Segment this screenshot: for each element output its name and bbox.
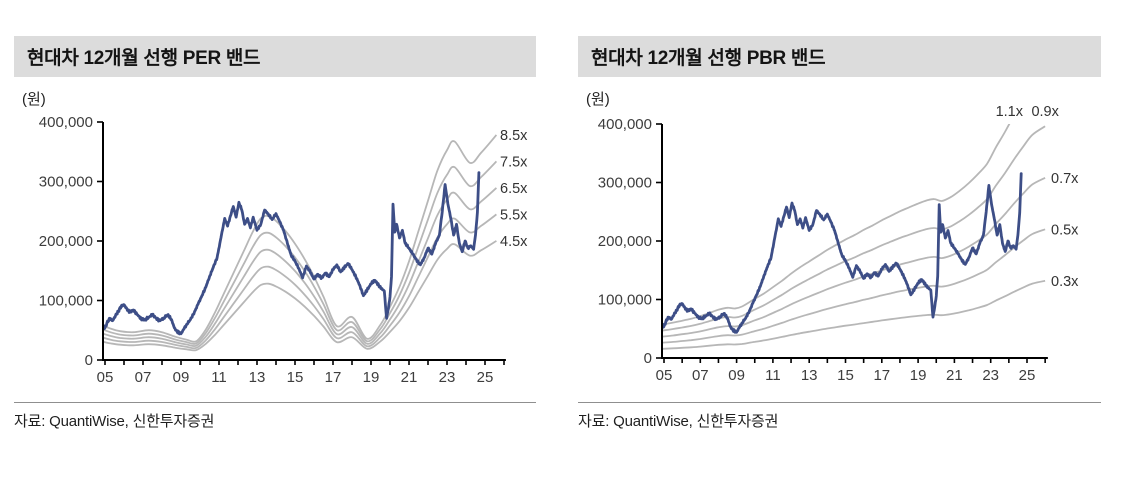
svg-text:5.5x: 5.5x — [500, 207, 528, 223]
svg-text:300,000: 300,000 — [39, 174, 93, 191]
svg-text:8.5x: 8.5x — [500, 128, 528, 144]
svg-text:400,000: 400,000 — [39, 114, 93, 131]
svg-text:0.7x: 0.7x — [1051, 171, 1079, 187]
svg-text:05: 05 — [656, 367, 673, 384]
svg-text:7.5x: 7.5x — [500, 154, 528, 170]
svg-text:0.9x: 0.9x — [1031, 104, 1059, 120]
svg-text:100,000: 100,000 — [598, 292, 652, 309]
svg-text:11: 11 — [765, 367, 781, 384]
svg-text:07: 07 — [135, 369, 152, 386]
pbr-band-chart: 0 100,000 200,000 300,000 400,000 05 07 09 11 13 1… — [586, 91, 1079, 384]
per-chart-title: 현대차 12개월 선행 PER 밴드 — [14, 36, 536, 77]
svg-text:17: 17 — [325, 369, 342, 386]
svg-text:15: 15 — [837, 367, 854, 384]
svg-text:0.3x: 0.3x — [1051, 274, 1079, 290]
svg-text:200,000: 200,000 — [39, 233, 93, 250]
pbr-chart-title: 현대차 12개월 선행 PBR 밴드 — [578, 36, 1101, 77]
svg-text:19: 19 — [363, 369, 380, 386]
svg-text:09: 09 — [728, 367, 745, 384]
svg-text:25: 25 — [1019, 367, 1036, 384]
per-chart-panel: 현대차 12개월 선행 PER 밴드 0 100,000 200,000 300,00… — [14, 36, 536, 431]
svg-text:400,000: 400,000 — [598, 116, 652, 133]
svg-text:6.5x: 6.5x — [500, 181, 528, 197]
svg-text:(원): (원) — [22, 91, 46, 108]
svg-text:100,000: 100,000 — [39, 293, 93, 310]
pbr-chart-panel: 현대차 12개월 선행 PBR 밴드 0 100,000 200,000 300,00… — [578, 36, 1101, 431]
pbr-chart-source: 자료: QuantiWise, 신한투자증권 — [578, 402, 1101, 431]
svg-text:13: 13 — [249, 369, 266, 386]
per-chart-source: 자료: QuantiWise, 신한투자증권 — [14, 402, 536, 431]
per-band-chart: 0 100,000 200,000 300,000 400,000 05 07 09 11 13 1… — [22, 91, 528, 386]
svg-text:300,000: 300,000 — [598, 175, 652, 192]
svg-text:07: 07 — [692, 367, 709, 384]
svg-text:21: 21 — [401, 369, 418, 386]
svg-text:05: 05 — [97, 369, 114, 386]
svg-text:0: 0 — [85, 352, 93, 369]
svg-text:21: 21 — [946, 367, 963, 384]
svg-text:15: 15 — [287, 369, 304, 386]
svg-text:0.5x: 0.5x — [1051, 222, 1079, 238]
svg-text:19: 19 — [910, 367, 927, 384]
svg-text:1.1x: 1.1x — [996, 104, 1024, 120]
svg-text:09: 09 — [173, 369, 190, 386]
svg-text:13: 13 — [801, 367, 818, 384]
svg-text:25: 25 — [477, 369, 494, 386]
svg-text:17: 17 — [873, 367, 890, 384]
svg-text:(원): (원) — [586, 91, 610, 108]
svg-text:23: 23 — [439, 369, 456, 386]
svg-text:4.5x: 4.5x — [500, 234, 528, 250]
svg-text:200,000: 200,000 — [598, 233, 652, 250]
svg-text:0: 0 — [644, 350, 652, 367]
svg-text:23: 23 — [982, 367, 999, 384]
svg-text:11: 11 — [211, 369, 227, 386]
